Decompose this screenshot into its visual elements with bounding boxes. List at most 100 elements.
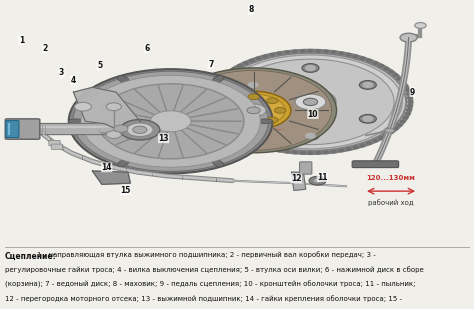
- Text: 12: 12: [291, 174, 301, 183]
- Circle shape: [213, 85, 218, 87]
- Ellipse shape: [258, 119, 273, 124]
- Ellipse shape: [118, 160, 129, 167]
- Circle shape: [302, 131, 319, 140]
- Circle shape: [73, 71, 268, 171]
- Text: 1 - направляющая втулка выжимного подшипника; 2 - первичный вал коробки передач;: 1 - направляющая втулка выжимного подшип…: [37, 252, 375, 258]
- Text: регулировочные гайки троса; 4 - вилка выключения сцепления; 5 - втулка оси вилки: регулировочные гайки троса; 4 - вилка вы…: [5, 266, 424, 273]
- Circle shape: [247, 107, 260, 114]
- Text: 2: 2: [42, 44, 48, 53]
- Circle shape: [277, 52, 282, 54]
- Circle shape: [393, 74, 398, 76]
- Circle shape: [232, 67, 237, 70]
- Circle shape: [379, 137, 383, 139]
- Circle shape: [270, 148, 274, 150]
- Circle shape: [256, 57, 261, 60]
- Circle shape: [408, 97, 412, 99]
- Circle shape: [150, 111, 191, 132]
- Circle shape: [256, 144, 261, 147]
- Circle shape: [69, 69, 273, 173]
- FancyBboxPatch shape: [26, 124, 145, 135]
- Text: 4: 4: [71, 75, 76, 85]
- Circle shape: [363, 83, 373, 87]
- Circle shape: [215, 53, 406, 151]
- Circle shape: [285, 51, 290, 53]
- Circle shape: [300, 50, 305, 52]
- Text: 12 - перегородка моторного отсека; 13 - выжимной подшипник; 14 - гайки крепления: 12 - перегородка моторного отсека; 13 - …: [5, 295, 402, 302]
- Circle shape: [209, 97, 213, 99]
- Circle shape: [354, 55, 358, 57]
- Text: рабочий ход: рабочий ход: [368, 200, 414, 206]
- Circle shape: [300, 152, 305, 154]
- Circle shape: [292, 50, 297, 53]
- Circle shape: [403, 85, 408, 87]
- Circle shape: [359, 81, 376, 89]
- Circle shape: [316, 152, 321, 154]
- Circle shape: [308, 152, 313, 154]
- Circle shape: [219, 78, 224, 80]
- Circle shape: [171, 68, 337, 153]
- Circle shape: [408, 105, 412, 107]
- Circle shape: [245, 114, 262, 123]
- Circle shape: [237, 137, 242, 139]
- Circle shape: [389, 71, 393, 73]
- Text: 14: 14: [101, 163, 112, 172]
- Circle shape: [208, 101, 213, 103]
- Circle shape: [158, 115, 183, 128]
- Circle shape: [331, 51, 336, 53]
- Circle shape: [248, 116, 258, 121]
- Text: 5: 5: [97, 61, 102, 70]
- Text: 3: 3: [59, 68, 64, 77]
- Circle shape: [324, 151, 328, 154]
- Circle shape: [302, 64, 319, 72]
- FancyBboxPatch shape: [51, 144, 63, 150]
- FancyBboxPatch shape: [5, 119, 40, 139]
- Circle shape: [228, 131, 232, 133]
- Text: 15: 15: [120, 186, 131, 195]
- Ellipse shape: [118, 76, 129, 83]
- FancyBboxPatch shape: [300, 162, 312, 174]
- Text: (корзина); 7 - ведоный диск; 8 - маховик; 9 - педаль сцепления; 10 - кронштейн о: (корзина); 7 - ведоный диск; 8 - маховик…: [5, 281, 416, 288]
- Circle shape: [306, 66, 315, 70]
- Circle shape: [400, 33, 417, 42]
- Circle shape: [232, 134, 237, 136]
- Circle shape: [210, 93, 214, 95]
- Circle shape: [389, 131, 393, 133]
- Text: 8: 8: [248, 5, 254, 14]
- Ellipse shape: [212, 160, 224, 167]
- Circle shape: [221, 108, 233, 113]
- Circle shape: [306, 133, 315, 138]
- Circle shape: [384, 67, 389, 70]
- Text: 6: 6: [144, 44, 150, 53]
- FancyBboxPatch shape: [6, 121, 19, 138]
- Circle shape: [407, 93, 411, 95]
- Circle shape: [114, 125, 128, 132]
- Circle shape: [403, 116, 408, 119]
- Circle shape: [248, 121, 259, 127]
- Circle shape: [227, 59, 394, 145]
- Circle shape: [385, 128, 394, 133]
- Text: 120...130мм: 120...130мм: [366, 176, 416, 181]
- Circle shape: [415, 23, 426, 28]
- Circle shape: [360, 57, 365, 60]
- FancyBboxPatch shape: [49, 141, 60, 146]
- Circle shape: [74, 102, 91, 111]
- Circle shape: [127, 123, 153, 137]
- Circle shape: [219, 55, 402, 149]
- Circle shape: [324, 50, 328, 53]
- Circle shape: [354, 146, 358, 149]
- Circle shape: [223, 74, 228, 76]
- Circle shape: [229, 98, 240, 104]
- Text: Сцепление:: Сцепление:: [5, 252, 57, 260]
- Circle shape: [223, 127, 228, 130]
- Circle shape: [243, 62, 248, 64]
- Circle shape: [216, 120, 220, 123]
- Circle shape: [339, 52, 344, 54]
- Circle shape: [405, 89, 410, 91]
- Circle shape: [397, 124, 402, 126]
- Circle shape: [216, 91, 291, 129]
- Circle shape: [393, 127, 398, 130]
- Text: 9: 9: [410, 88, 415, 97]
- Polygon shape: [73, 87, 142, 131]
- Circle shape: [81, 75, 260, 167]
- Circle shape: [222, 94, 285, 126]
